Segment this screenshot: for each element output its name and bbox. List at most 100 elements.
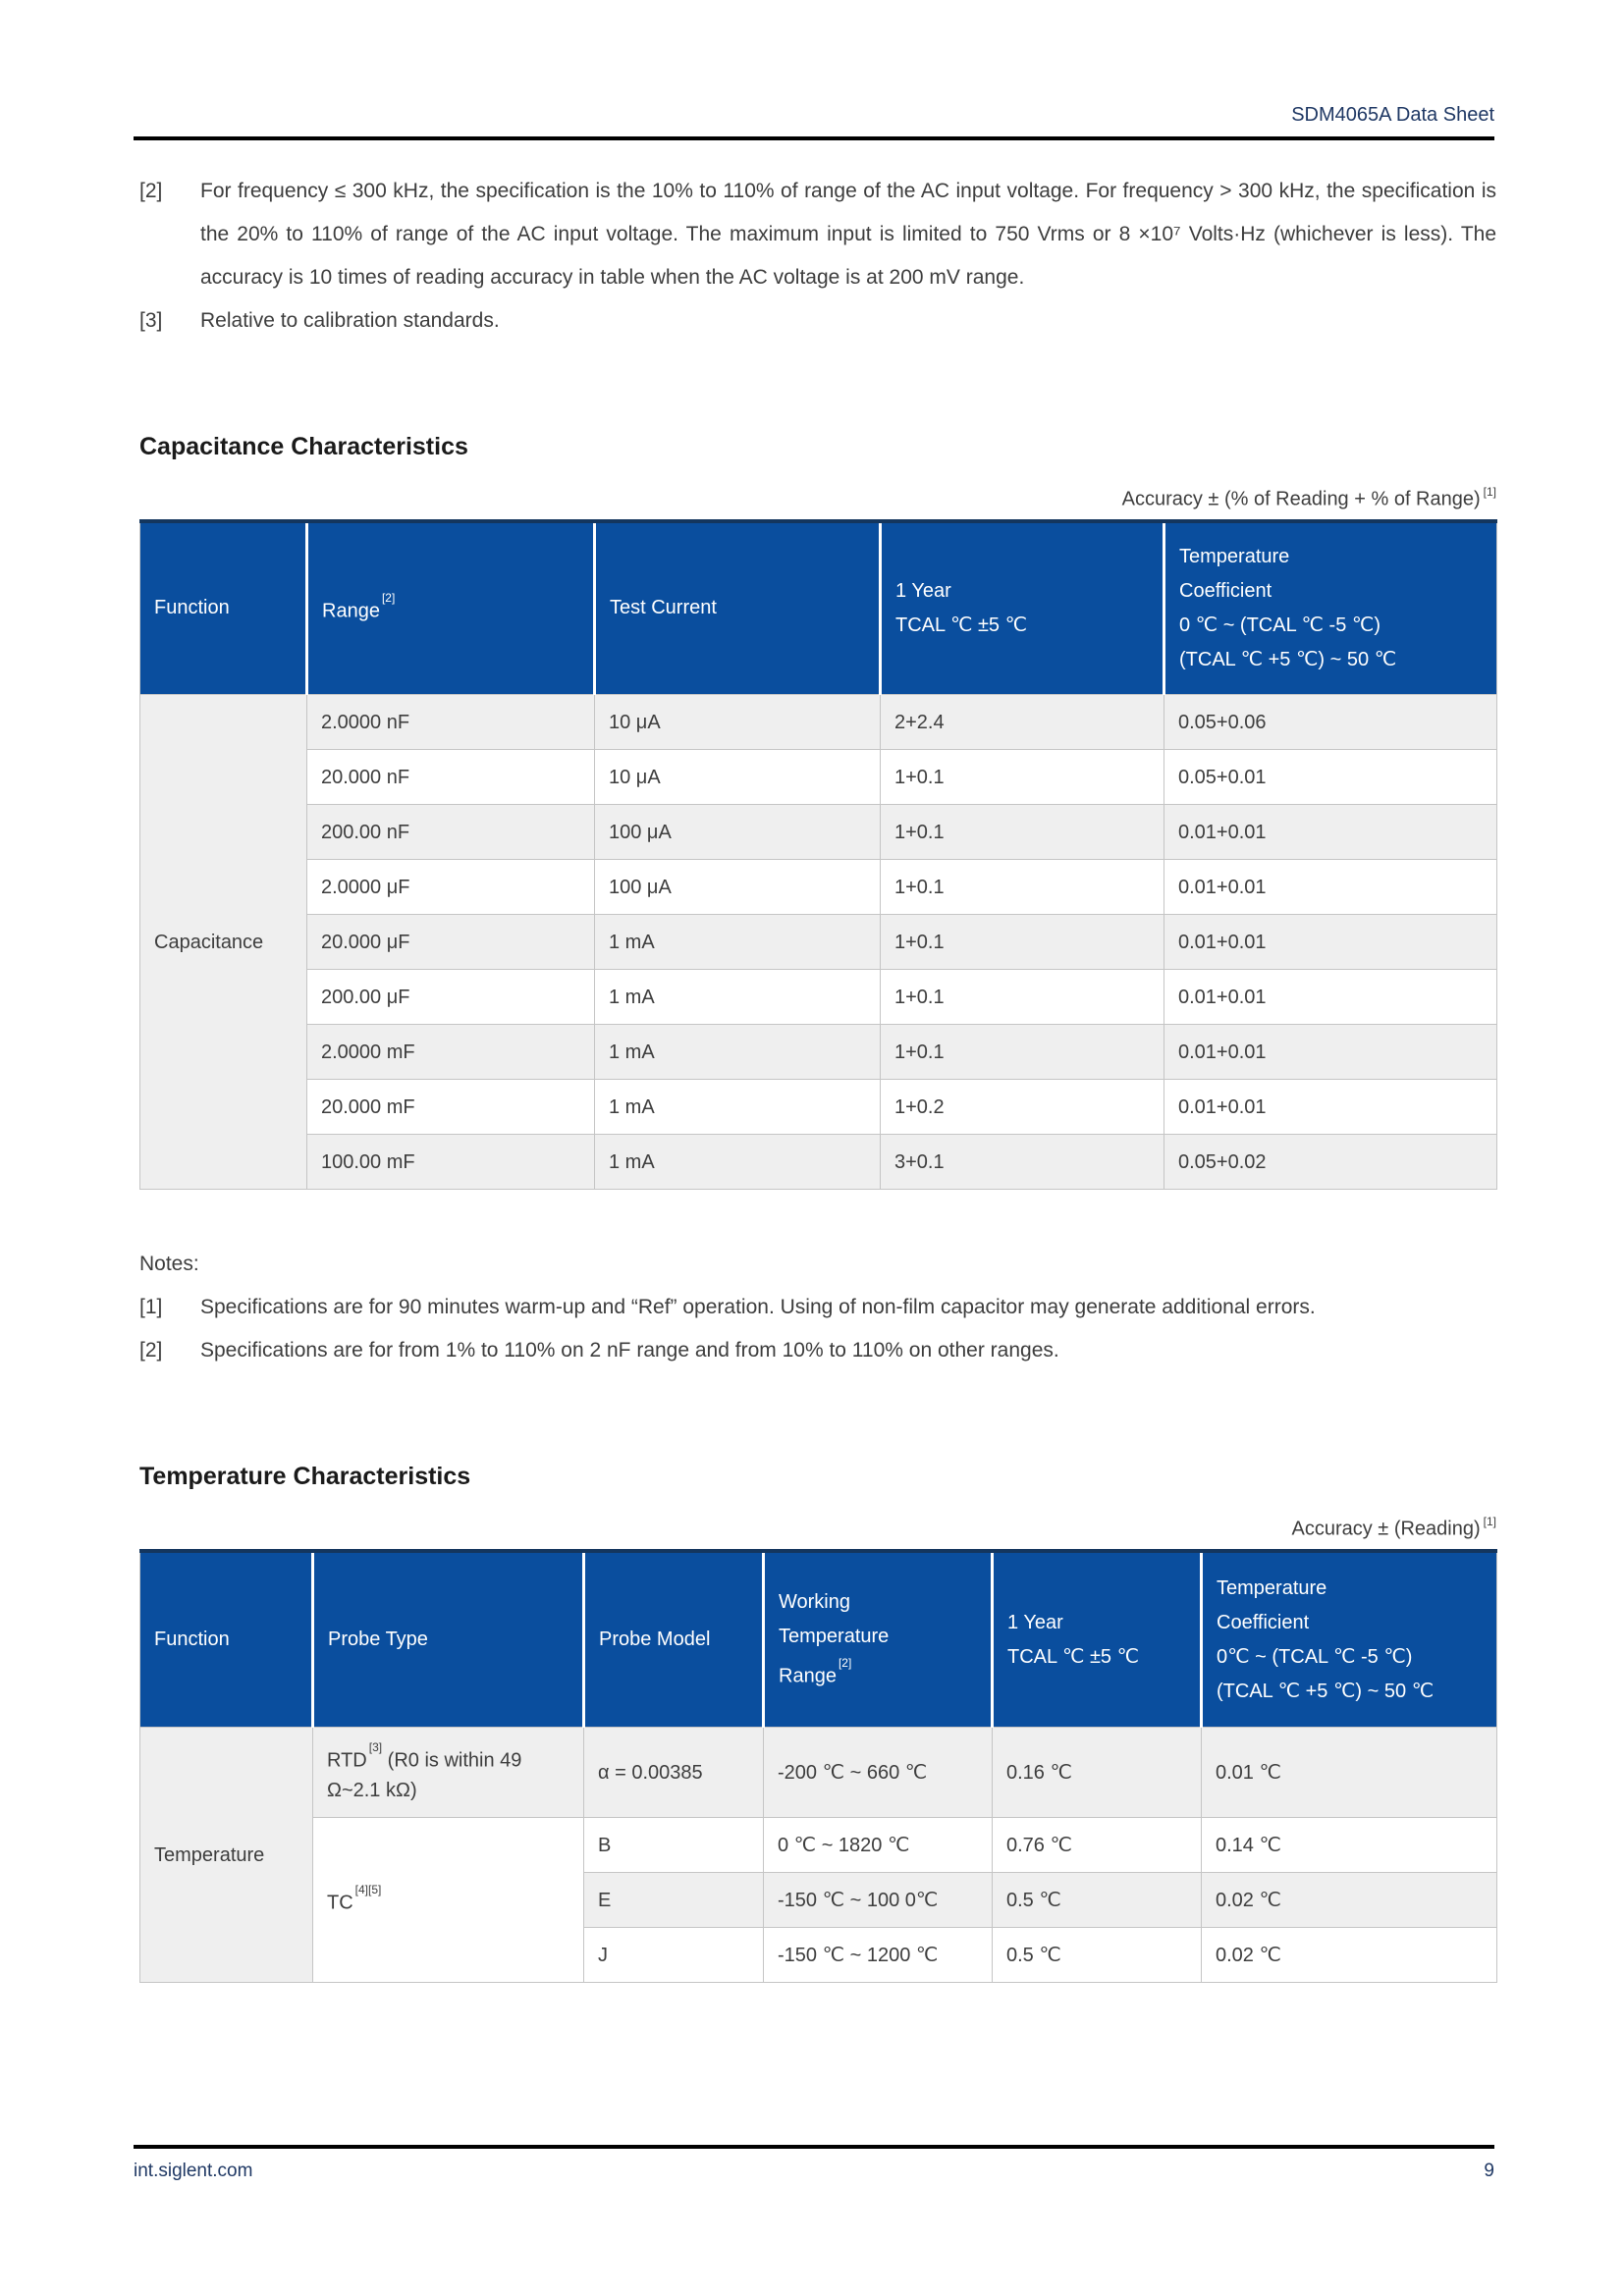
note-2: [2] Specifications are for from 1% to 11… bbox=[139, 1329, 1496, 1372]
note-marker: [2] bbox=[139, 1339, 163, 1362]
temp-coeff-cell: 0.01+0.01 bbox=[1164, 804, 1497, 861]
temp-coeff-cell: 0.02 ℃ bbox=[1201, 1927, 1497, 1984]
working-range-cell: -150 ℃ ~ 100 0℃ bbox=[763, 1872, 993, 1929]
temp-coeff-cell: 0.05+0.02 bbox=[1164, 1134, 1497, 1191]
document-header: SDM4065A Data Sheet bbox=[134, 0, 1494, 140]
doc-title: SDM4065A Data Sheet bbox=[1291, 104, 1494, 126]
rtd-footnote-ref: [3] bbox=[368, 1739, 383, 1754]
range-cell: 20.000 mF bbox=[306, 1079, 595, 1136]
one-year-cell: 1+0.1 bbox=[880, 859, 1164, 916]
range-cell: 2.0000 mF bbox=[306, 1024, 595, 1081]
temp-coeff-cell: 0.01 ℃ bbox=[1201, 1727, 1497, 1819]
footnote-text: Relative to calibration standards. bbox=[200, 309, 500, 332]
one-year-cell: 1+0.1 bbox=[880, 1024, 1164, 1081]
table-row: 20.000 nF 10 μA 1+0.1 0.05+0.01 bbox=[140, 749, 1497, 806]
temp-coeff-cell: 0.01+0.01 bbox=[1164, 1024, 1497, 1081]
top-footnotes: [2] For frequency ≤ 300 kHz, the specifi… bbox=[139, 170, 1496, 343]
footnote-marker: [2] bbox=[139, 180, 163, 202]
note-1: [1] Specifications are for 90 minutes wa… bbox=[139, 1286, 1496, 1329]
one-year-cell: 2+2.4 bbox=[880, 694, 1164, 751]
table-row: 20.000 μF 1 mA 1+0.1 0.01+0.01 bbox=[140, 914, 1497, 971]
test-current-cell: 1 mA bbox=[594, 969, 881, 1026]
col-header-probe-model: Probe Model bbox=[582, 1550, 764, 1728]
temp-coeff-cell: 0.01+0.01 bbox=[1164, 914, 1497, 971]
one-year-cell: 1+0.1 bbox=[880, 914, 1164, 971]
notes-title: Notes: bbox=[139, 1253, 199, 1276]
probe-type-cell: RTD[3] (R0 is within 49 Ω~2.1 kΩ) bbox=[312, 1727, 584, 1819]
note-text: Specifications are for from 1% to 110% o… bbox=[200, 1339, 1059, 1362]
col-header-one-year: 1 Year TCAL ℃ ±5 ℃ bbox=[879, 520, 1164, 695]
test-current-cell: 1 mA bbox=[594, 1134, 881, 1191]
accuracy-text: Accuracy ± (% of Reading + % of Range) bbox=[1121, 488, 1481, 510]
page-content: [2] For frequency ≤ 300 kHz, the specifi… bbox=[139, 170, 1497, 1984]
capacitance-section-title: Capacitance Characteristics bbox=[139, 433, 468, 460]
footnote-marker: [3] bbox=[139, 309, 163, 332]
temp-coeff-cell: 0.01+0.01 bbox=[1164, 1079, 1497, 1136]
probe-model-cell: α = 0.00385 bbox=[583, 1727, 764, 1819]
temperature-table-header-row: Function Probe Type Probe Model Working … bbox=[139, 1550, 1497, 1728]
temp-coeff-cell: 0.14 ℃ bbox=[1201, 1817, 1497, 1874]
test-current-cell: 1 mA bbox=[594, 914, 881, 971]
one-year-cell: 0.76 ℃ bbox=[992, 1817, 1202, 1874]
table-row: 2.0000 mF 1 mA 1+0.1 0.01+0.01 bbox=[140, 1024, 1497, 1081]
table-row: E -150 ℃ ~ 100 0℃ 0.5 ℃ 0.02 ℃ bbox=[140, 1872, 1497, 1929]
test-current-cell: 1 mA bbox=[594, 1024, 881, 1081]
range-cell: 20.000 nF bbox=[306, 749, 595, 806]
probe-type-label: RTD bbox=[327, 1749, 367, 1772]
footer-site-link[interactable]: int.siglent.com bbox=[134, 2161, 253, 2181]
working-range-cell: 0 ℃ ~ 1820 ℃ bbox=[763, 1817, 993, 1874]
function-cell: Capacitance bbox=[139, 694, 307, 1191]
function-cell: Temperature bbox=[139, 1727, 313, 1984]
working-range-footnote-ref: [2] bbox=[838, 1656, 852, 1671]
footnote-text: For frequency ≤ 300 kHz, the specificati… bbox=[200, 180, 1496, 289]
col-header-function: Function bbox=[139, 1550, 313, 1728]
range-cell: 2.0000 μF bbox=[306, 859, 595, 916]
col-header-function: Function bbox=[139, 520, 307, 695]
col-header-range-text: Range bbox=[322, 600, 380, 622]
table-row: J -150 ℃ ~ 1200 ℃ 0.5 ℃ 0.02 ℃ bbox=[140, 1927, 1497, 1984]
table-row: Temperature RTD[3] (R0 is within 49 Ω~2.… bbox=[139, 1727, 1497, 1984]
range-cell: 200.00 μF bbox=[306, 969, 595, 1026]
probe-model-cell: J bbox=[583, 1927, 764, 1984]
table-row: 200.00 nF 100 μA 1+0.1 0.01+0.01 bbox=[140, 804, 1497, 861]
test-current-cell: 1 mA bbox=[594, 1079, 881, 1136]
capacitance-table-header-row: Function Range[2] Test Current 1 Year TC… bbox=[139, 520, 1497, 695]
temp-coeff-cell: 0.05+0.01 bbox=[1164, 749, 1497, 806]
temp-coeff-cell: 0.01+0.01 bbox=[1164, 969, 1497, 1026]
range-footnote-ref: [2] bbox=[381, 590, 396, 605]
one-year-cell: 1+0.1 bbox=[880, 749, 1164, 806]
tc-footnote-ref: [4][5] bbox=[354, 1882, 382, 1896]
footnote-3: [3] Relative to calibration standards. bbox=[139, 299, 1496, 343]
test-current-cell: 100 μA bbox=[594, 804, 881, 861]
one-year-cell: 0.5 ℃ bbox=[992, 1872, 1202, 1929]
table-row: 200.00 μF 1 mA 1+0.1 0.01+0.01 bbox=[140, 969, 1497, 1026]
range-cell: 2.0000 nF bbox=[306, 694, 595, 751]
probe-model-cell: B bbox=[583, 1817, 764, 1874]
one-year-cell: 3+0.1 bbox=[880, 1134, 1164, 1191]
temp-coeff-cell: 0.02 ℃ bbox=[1201, 1872, 1497, 1929]
col-header-working-range: Working Temperature Range[2] bbox=[762, 1550, 993, 1728]
accuracy-footnote-ref: [1] bbox=[1483, 1515, 1496, 1529]
note-marker: [1] bbox=[139, 1296, 163, 1319]
note-text: Specifications are for 90 minutes warm-u… bbox=[200, 1296, 1316, 1319]
one-year-cell: 1+0.1 bbox=[880, 804, 1164, 861]
temp-coeff-cell: 0.01+0.01 bbox=[1164, 859, 1497, 916]
probe-model-cell: E bbox=[583, 1872, 764, 1929]
one-year-cell: 1+0.1 bbox=[880, 969, 1164, 1026]
working-range-cell: -150 ℃ ~ 1200 ℃ bbox=[763, 1927, 993, 1984]
probe-type-detail: (R0 is within 49 Ω~2.1 kΩ) bbox=[327, 1749, 522, 1801]
table-row: 20.000 mF 1 mA 1+0.2 0.01+0.01 bbox=[140, 1079, 1497, 1136]
col-header-probe-type: Probe Type bbox=[311, 1550, 584, 1728]
temperature-table: Function Probe Type Probe Model Working … bbox=[139, 1548, 1497, 1984]
capacitance-accuracy-note: Accuracy ± (% of Reading + % of Range) [1… bbox=[139, 485, 1496, 511]
range-cell: 20.000 μF bbox=[306, 914, 595, 971]
working-range-text: Range bbox=[779, 1665, 837, 1687]
accuracy-text: Accuracy ± (Reading) bbox=[1291, 1518, 1481, 1540]
test-current-cell: 100 μA bbox=[594, 859, 881, 916]
col-header-temp-coeff: Temperature Coefficient 0℃ ~ (TCAL ℃ -5 … bbox=[1200, 1550, 1497, 1728]
accuracy-footnote-ref: [1] bbox=[1483, 485, 1496, 499]
one-year-cell: 1+0.2 bbox=[880, 1079, 1164, 1136]
col-header-range: Range[2] bbox=[305, 520, 595, 695]
temperature-accuracy-note: Accuracy ± (Reading) [1] bbox=[139, 1515, 1496, 1541]
